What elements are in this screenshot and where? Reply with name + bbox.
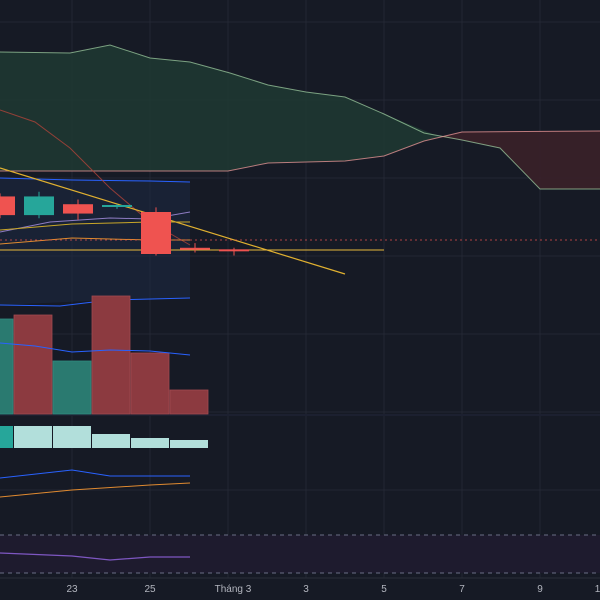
volume-histogram bbox=[0, 295, 600, 416]
candles bbox=[0, 191, 249, 256]
histogram-baseline bbox=[0, 414, 600, 416]
secondary-bar bbox=[53, 426, 91, 448]
candle-body-down bbox=[141, 212, 171, 254]
candle-body-up bbox=[102, 205, 132, 207]
cloud-bullish-area bbox=[0, 45, 440, 171]
x-tick-label: 23 bbox=[66, 584, 78, 595]
x-tick-label: 11 bbox=[595, 584, 600, 595]
x-tick-label: 9 bbox=[537, 584, 543, 595]
volume-bar bbox=[0, 318, 14, 415]
secondary-bar bbox=[170, 440, 208, 448]
x-tick-label: Tháng 3 bbox=[215, 584, 252, 595]
secondary-bar bbox=[0, 426, 13, 448]
senkou-span-a bbox=[0, 44, 600, 190]
rsi-line bbox=[0, 552, 190, 561]
secondary-bar bbox=[131, 438, 169, 448]
oscillator-line-signal bbox=[0, 469, 190, 479]
candle-body-down bbox=[63, 204, 93, 214]
oscillator-panel bbox=[0, 469, 600, 574]
candle-body-down bbox=[219, 249, 249, 252]
volume-bar bbox=[13, 314, 53, 415]
secondary-histogram bbox=[0, 426, 208, 448]
x-tick-label: 5 bbox=[381, 584, 387, 595]
x-tick-label: 7 bbox=[459, 584, 465, 595]
cloud-bearish-area bbox=[440, 131, 600, 189]
candle-body-down bbox=[180, 247, 210, 250]
secondary-bar bbox=[14, 426, 52, 448]
volume-moving-average bbox=[0, 342, 191, 356]
senkou-span-b bbox=[0, 130, 600, 172]
volume-bar bbox=[130, 352, 170, 415]
volume-bar bbox=[91, 295, 131, 415]
oscillator-line-main bbox=[0, 482, 191, 498]
trendline-descending bbox=[0, 167, 346, 275]
x-tick-label: 25 bbox=[144, 584, 156, 595]
bollinger-lower bbox=[0, 297, 191, 307]
ichimoku-cloud bbox=[0, 44, 600, 190]
x-tick-label: 3 bbox=[303, 584, 309, 595]
volume-bar bbox=[52, 360, 92, 415]
secondary-bar bbox=[92, 434, 130, 448]
volume-bar bbox=[169, 389, 209, 415]
candle-body-down bbox=[0, 196, 15, 216]
rsi-band-background bbox=[0, 535, 600, 573]
candle-body-up bbox=[24, 196, 54, 216]
time-axis: 23 25 Tháng 3 3 5 7 9 11 bbox=[66, 584, 600, 595]
